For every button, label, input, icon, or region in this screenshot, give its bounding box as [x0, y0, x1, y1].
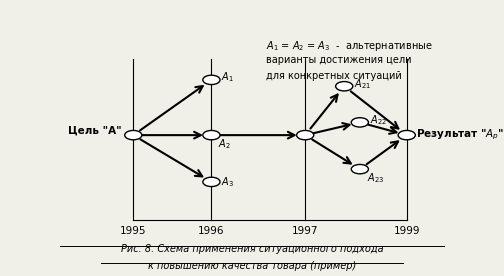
Text: $A_{21}$: $A_{21}$ — [354, 77, 371, 91]
Circle shape — [398, 131, 415, 140]
Text: 1999: 1999 — [394, 226, 420, 236]
Text: $A_2$: $A_2$ — [218, 137, 231, 150]
Text: $A_3$: $A_3$ — [221, 175, 234, 189]
Text: варианты достижения цели: варианты достижения цели — [266, 55, 412, 65]
Circle shape — [203, 177, 220, 187]
Text: $A_1$ = $A_2$ = $A_3$  -  альтернативные: $A_1$ = $A_2$ = $A_3$ - альтернативные — [266, 39, 433, 54]
Text: $A_1$: $A_1$ — [221, 70, 234, 84]
Text: к повышению качества товара (пример): к повышению качества товара (пример) — [148, 261, 356, 271]
Circle shape — [336, 82, 353, 91]
Text: 1996: 1996 — [198, 226, 225, 236]
Text: для конкретных ситуаций: для конкретных ситуаций — [266, 71, 402, 81]
Text: 1995: 1995 — [120, 226, 147, 236]
Circle shape — [351, 164, 368, 174]
Text: Цель "А": Цель "А" — [68, 126, 121, 136]
Text: $A_{22}$: $A_{22}$ — [369, 113, 387, 127]
Text: Рис. 8. Схема применения ситуационного подхода: Рис. 8. Схема применения ситуационного п… — [120, 244, 384, 254]
Circle shape — [203, 75, 220, 84]
Circle shape — [124, 131, 142, 140]
Circle shape — [296, 131, 314, 140]
Text: 1997: 1997 — [292, 226, 319, 236]
Text: Результат "$A_p$": Результат "$A_p$" — [416, 128, 504, 142]
Circle shape — [351, 118, 368, 127]
Circle shape — [203, 131, 220, 140]
Text: $A_{23}$: $A_{23}$ — [367, 171, 384, 185]
